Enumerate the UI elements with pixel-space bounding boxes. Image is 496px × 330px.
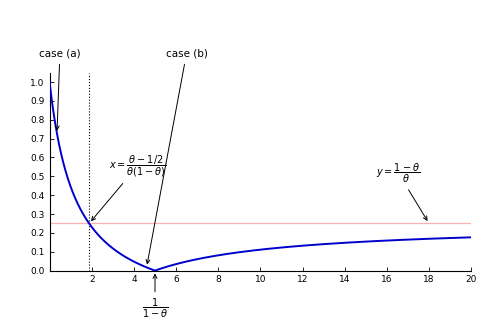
Text: case (b): case (b) — [146, 49, 207, 264]
Text: $x = \dfrac{\theta-1/2}{\theta(1-\theta)}$: $x = \dfrac{\theta-1/2}{\theta(1-\theta)… — [92, 153, 166, 220]
Text: $y = \dfrac{1-\theta}{\theta}$: $y = \dfrac{1-\theta}{\theta}$ — [376, 162, 427, 220]
Text: $\dfrac{1}{1-\theta}$: $\dfrac{1}{1-\theta}$ — [142, 275, 168, 320]
Text: case (a): case (a) — [39, 49, 81, 130]
